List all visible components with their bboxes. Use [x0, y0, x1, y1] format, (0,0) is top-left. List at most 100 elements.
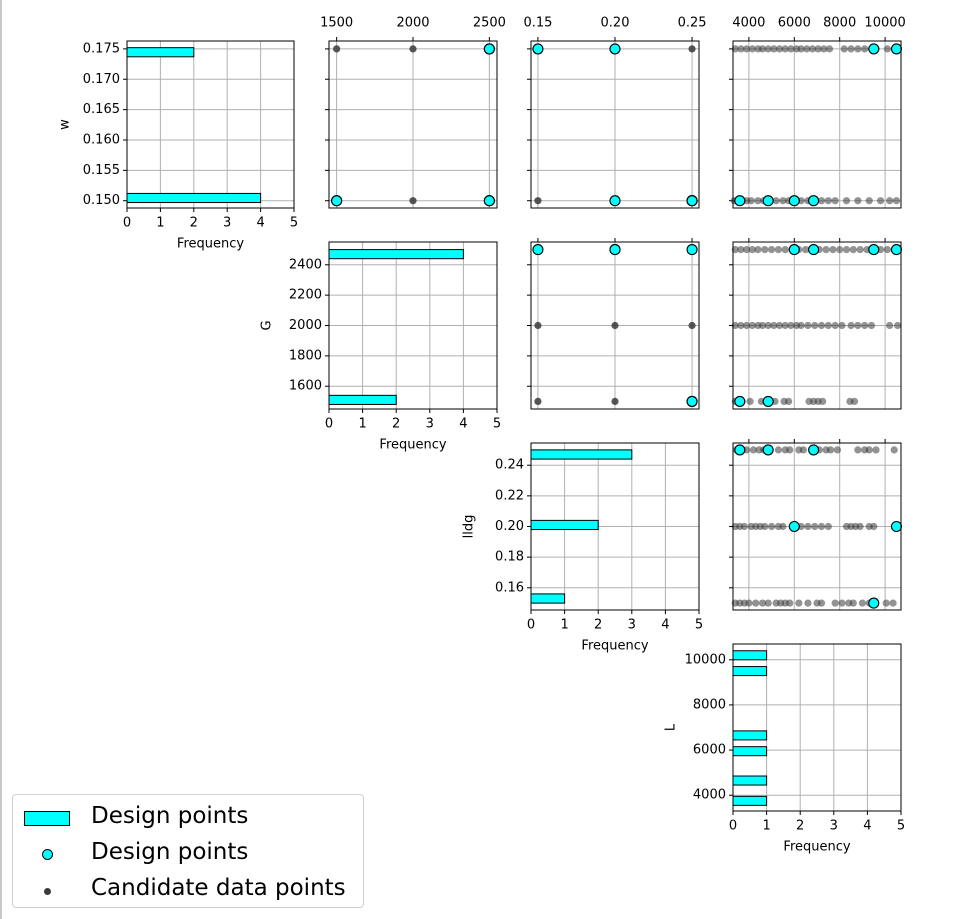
- candidate-point: [865, 197, 873, 205]
- candidate-point: [743, 245, 751, 254]
- y-tick-label: 0.165: [83, 102, 120, 117]
- candidate-point: [867, 321, 876, 330]
- legend-marker-design: [42, 849, 53, 860]
- candidate-point: [847, 321, 855, 330]
- candidate-point: [825, 45, 834, 53]
- candidate-point: [754, 197, 762, 205]
- y-tick-label: 6000: [693, 743, 726, 758]
- candidate-point: [758, 599, 767, 607]
- candidate-point: [854, 197, 862, 205]
- candidate-point: [747, 197, 755, 205]
- candidate-point: [833, 446, 842, 454]
- design-point: [868, 597, 880, 609]
- y-tick-label: 0.16: [495, 580, 524, 595]
- design-point: [609, 43, 621, 55]
- x-tick-label: 1: [358, 417, 366, 432]
- candidate-point: [838, 321, 846, 330]
- axes-frame: [732, 241, 902, 410]
- candidate-point: [767, 522, 776, 531]
- candidate-point: [748, 45, 756, 53]
- x-tick-label: 5: [290, 216, 298, 231]
- candidate-point: [890, 446, 898, 454]
- candidate-point: [786, 446, 794, 454]
- candidate-point: [817, 321, 826, 330]
- candidate-point: [889, 599, 897, 607]
- candidate-point: [865, 446, 873, 454]
- y-tick-label: 1800: [289, 348, 322, 363]
- top-x-tick-label: 8000: [823, 16, 856, 31]
- design-point: [331, 195, 343, 207]
- design-point: [609, 244, 621, 256]
- candidate-point: [842, 197, 851, 205]
- y-tick-label: 0.160: [83, 132, 120, 147]
- axes-frame: [126, 40, 295, 209]
- histogram-bar: [328, 394, 397, 405]
- candidate-point: [803, 45, 811, 53]
- candidate-point: [802, 245, 810, 254]
- y-tick-label: 0.175: [83, 41, 120, 56]
- design-point: [686, 395, 698, 407]
- candidate-point: [749, 446, 758, 454]
- candidate-point: [836, 245, 844, 254]
- y-tick-label: 0.155: [83, 163, 120, 178]
- candidate-point: [886, 197, 894, 205]
- candidate-point: [811, 522, 819, 531]
- candidate-point: [745, 599, 753, 607]
- candidate-point: [748, 245, 756, 254]
- x-axis-label: Frequency: [379, 438, 446, 453]
- candidate-point: [534, 321, 542, 330]
- candidate-point: [817, 197, 826, 205]
- candidate-point: [770, 45, 778, 53]
- histogram-bar: [530, 449, 633, 460]
- x-tick-label: 4: [256, 216, 264, 231]
- candidate-point: [761, 245, 769, 254]
- candidate-point: [856, 245, 864, 254]
- y-tick-label: 1600: [289, 379, 322, 394]
- legend-label-candidate: Candidate data points: [91, 875, 346, 901]
- candidate-point: [883, 245, 891, 254]
- candidate-point: [850, 397, 859, 406]
- axes-frame: [732, 442, 902, 611]
- candidate-point: [849, 599, 857, 607]
- candidate-point: [737, 321, 745, 330]
- x-tick-label: 2: [190, 216, 198, 231]
- candidate-point: [758, 45, 767, 53]
- candidate-point: [831, 599, 839, 607]
- candidate-point: [409, 45, 417, 53]
- y-tick-label: 2400: [289, 257, 322, 272]
- candidate-point: [849, 245, 857, 254]
- top-x-tick-label: 10000: [864, 16, 905, 31]
- window-edge: [0, 0, 2, 919]
- top-x-tick-label: 4000: [732, 16, 765, 31]
- candidate-point: [409, 197, 417, 205]
- candidate-point: [534, 197, 542, 205]
- y-tick-label: 4000: [693, 788, 726, 803]
- histogram-bar: [732, 650, 768, 661]
- x-axis-label: Frequency: [177, 237, 244, 252]
- candidate-point: [838, 599, 846, 607]
- x-tick-label: 0: [325, 417, 333, 432]
- x-tick-label: 2: [594, 618, 602, 633]
- candidate-point: [688, 45, 696, 53]
- legend-label-design: Design points: [91, 839, 249, 865]
- y-axis-label: w: [58, 119, 73, 130]
- candidate-point: [795, 599, 803, 607]
- design-point: [734, 395, 746, 407]
- y-tick-label: 10000: [685, 652, 726, 667]
- candidate-point: [822, 245, 830, 254]
- candidate-point: [804, 321, 812, 330]
- top-x-tick-label: 0.20: [601, 16, 630, 31]
- candidate-point: [872, 446, 880, 454]
- candidate-point: [740, 522, 748, 531]
- design-point: [734, 195, 746, 207]
- histogram-bar: [732, 795, 768, 806]
- design-point: [483, 195, 495, 207]
- y-tick-label: 0.170: [83, 72, 120, 87]
- top-x-tick-label: 2500: [473, 16, 506, 31]
- design-point: [868, 244, 880, 256]
- design-point: [762, 444, 774, 456]
- candidate-point: [883, 45, 891, 53]
- candidate-point: [764, 599, 772, 607]
- legend-label-histogram: Design points: [91, 803, 249, 829]
- candidate-point: [743, 321, 751, 330]
